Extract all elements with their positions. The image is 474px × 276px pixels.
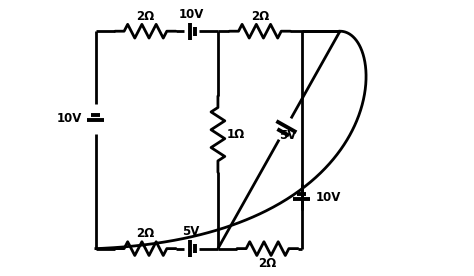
Text: 2Ω: 2Ω [258,257,277,270]
Text: 1Ω: 1Ω [226,128,245,141]
Text: 5V: 5V [279,129,297,142]
Text: 5V: 5V [182,225,200,238]
Text: 10V: 10V [57,112,82,125]
Text: 10V: 10V [179,7,204,20]
Text: 10V: 10V [315,191,340,204]
Text: 2Ω: 2Ω [251,10,269,23]
Text: 2Ω: 2Ω [137,227,155,240]
Text: 2Ω: 2Ω [137,10,155,23]
